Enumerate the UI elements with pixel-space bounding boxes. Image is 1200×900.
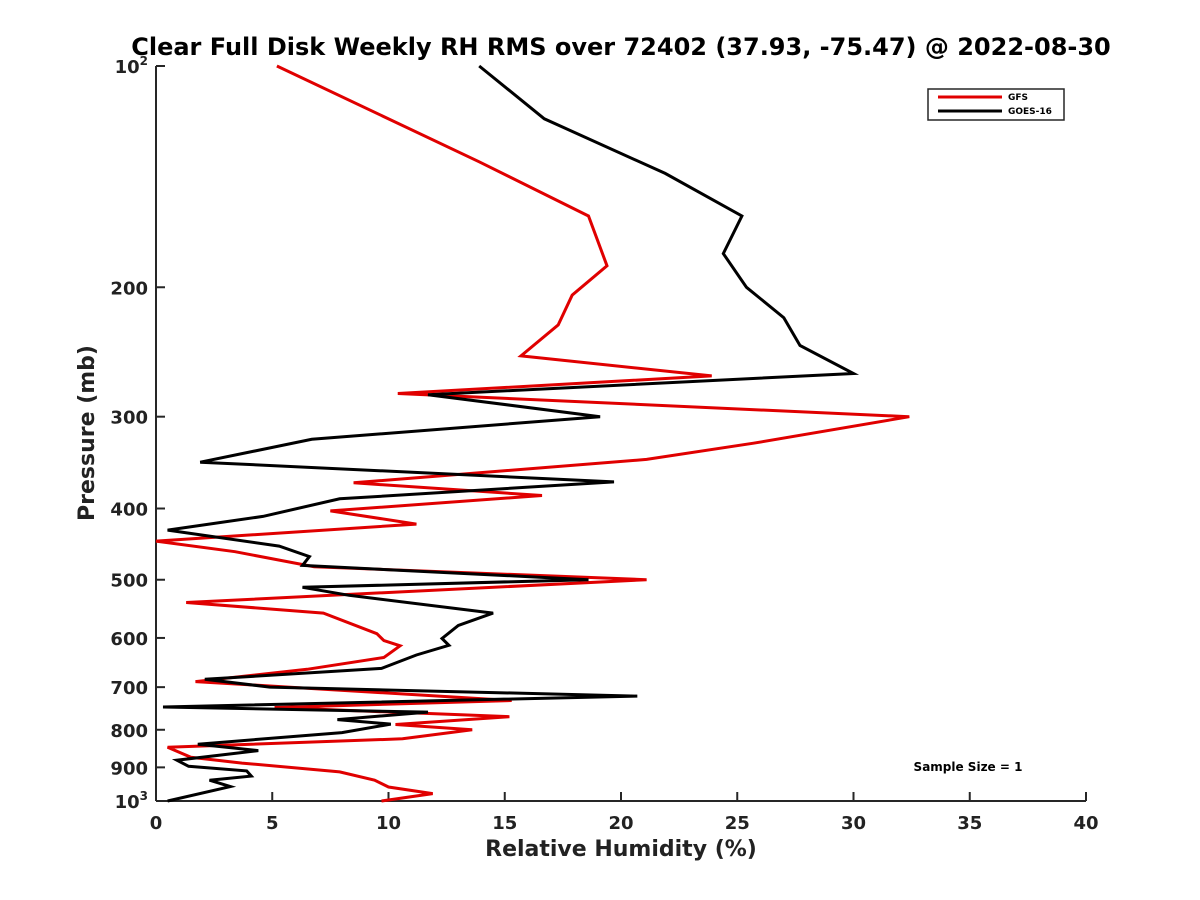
y-tick-label: 800 [110,721,148,742]
x-axis: 0 5 10 15 20 25 30 35 40 [150,792,1099,834]
y-tick-label: 102 [115,54,148,78]
x-tick-label: 25 [725,813,750,834]
legend-entry-label: GFS [1008,93,1028,103]
y-axis: 102 200 300 400 500 600 700 800 900 103 [110,54,165,813]
legend-entry-label: GOES-16 [1008,107,1052,117]
series-layer [155,64,910,803]
x-tick-label: 15 [492,813,517,834]
x-tick-label: 10 [376,813,401,834]
x-tick-label: 20 [608,813,633,834]
chart-title: Clear Full Disk Weekly RH RMS over 72402… [131,33,1111,61]
y-axis-label: Pressure (mb) [75,345,100,521]
x-tick-label: 35 [957,813,982,834]
y-tick-label: 600 [110,629,148,650]
legend: GFS GOES-16 [927,88,1065,121]
y-tick-label: 300 [110,408,148,429]
sample-size-annotation: Sample Size = 1 [914,760,1023,774]
x-axis-label: Relative Humidity (%) [485,837,757,862]
x-tick-label: 0 [150,813,163,834]
y-tick-label: 200 [110,278,148,299]
y-tick-label: 900 [110,758,148,779]
x-tick-label: 5 [266,813,279,834]
gfs-series-line [155,64,910,803]
y-tick-label: 103 [115,789,148,813]
y-tick-label: 700 [110,678,148,699]
x-tick-label: 40 [1073,813,1098,834]
y-tick-label: 400 [110,500,148,521]
legend-box [927,88,1065,121]
goes-16-series-line [162,64,860,803]
y-tick-label: 500 [110,571,148,592]
x-tick-label: 30 [841,813,866,834]
